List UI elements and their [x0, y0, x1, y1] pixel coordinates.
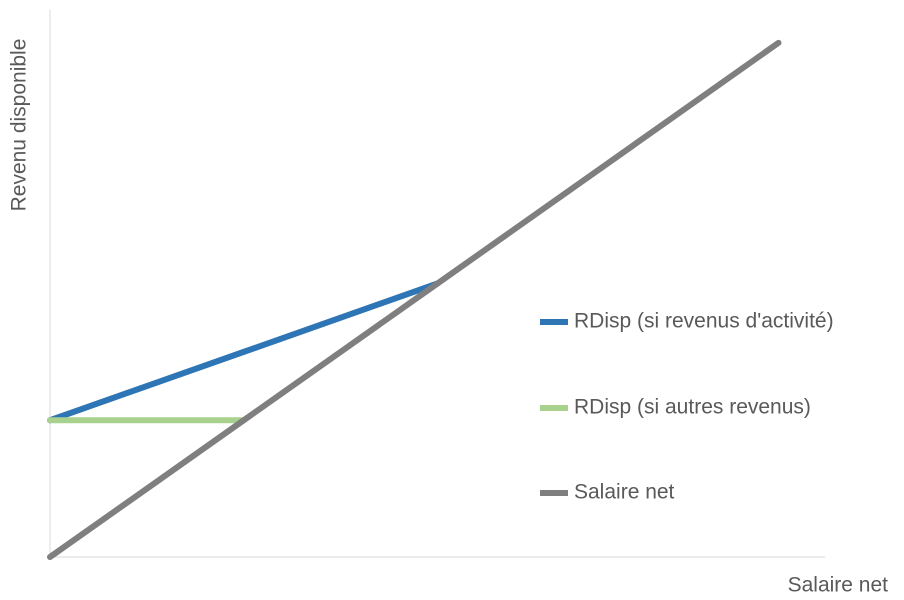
legend-label: Salaire net — [574, 481, 675, 504]
legend-label: RDisp (si autres revenus) — [574, 396, 811, 419]
legend-label: RDisp (si revenus d'activité) — [574, 310, 834, 333]
series-line — [47, 280, 441, 424]
y-axis-label: Revenu disponible — [8, 39, 31, 212]
series-line — [47, 39, 782, 560]
x-axis-label: Salaire net — [788, 574, 889, 597]
